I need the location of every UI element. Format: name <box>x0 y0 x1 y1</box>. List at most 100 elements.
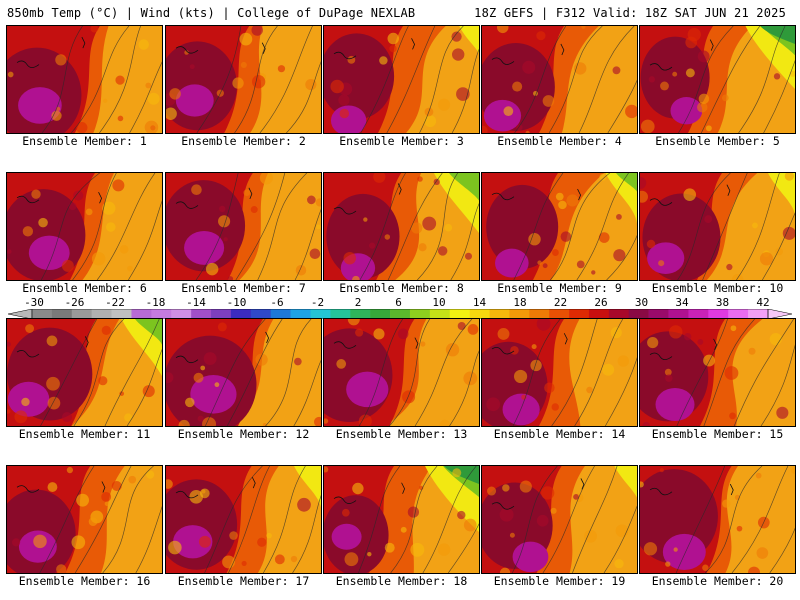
ensemble-member-panel[interactable]: Ensemble Member: 8 <box>323 172 480 298</box>
ensemble-row-1: Ensemble Member: 1 Ensemble Member: 2 En… <box>6 25 796 151</box>
ensemble-member-panel[interactable]: Ensemble Member: 5 <box>639 25 796 151</box>
header: 850mb Temp (°C) | Wind (kts) | College o… <box>0 0 800 24</box>
colorbar-swatch <box>330 309 351 319</box>
ensemble-member-panel[interactable]: Ensemble Member: 17 <box>165 465 322 591</box>
temperature-map <box>323 465 480 574</box>
ensemble-member-label: Ensemble Member: 15 <box>651 427 784 441</box>
temperature-field <box>7 26 162 133</box>
ensemble-member-panel[interactable]: Ensemble Member: 4 <box>481 25 638 151</box>
temperature-field <box>640 173 795 280</box>
temperature-field <box>482 173 637 280</box>
temperature-map <box>165 318 322 427</box>
colorbar-swatch <box>71 309 92 319</box>
ensemble-member-label: Ensemble Member: 11 <box>18 427 151 441</box>
colorbar-swatch <box>668 309 689 319</box>
ensemble-member-panel[interactable]: Ensemble Member: 20 <box>639 465 796 591</box>
colorbar-swatch <box>708 309 729 319</box>
ensemble-member-label: Ensemble Member: 12 <box>177 427 310 441</box>
ensemble-member-panel[interactable]: Ensemble Member: 7 <box>165 172 322 298</box>
temperature-field <box>482 26 637 133</box>
colorbar-swatch <box>509 309 530 319</box>
temperature-map <box>481 465 638 574</box>
temperature-field <box>324 319 479 426</box>
colorbar-swatch <box>608 309 630 319</box>
ensemble-member-label: Ensemble Member: 3 <box>339 134 464 148</box>
colorbar-tick-label: -2 <box>310 296 325 309</box>
colorbar-swatch <box>489 309 510 319</box>
ensemble-member-panel[interactable]: Ensemble Member: 9 <box>481 172 638 298</box>
temperature-field <box>166 26 321 133</box>
ensemble-member-panel[interactable]: Ensemble Member: 12 <box>165 318 322 444</box>
colorbar-swatch <box>728 309 749 319</box>
ensemble-member-panel[interactable]: Ensemble Member: 3 <box>323 25 480 151</box>
ensemble-member-label: Ensemble Member: 18 <box>335 574 468 588</box>
temperature-field <box>640 319 795 426</box>
temperature-field <box>166 319 321 426</box>
colorbar-tick-label: 18 <box>513 296 527 309</box>
ensemble-member-panel[interactable]: Ensemble Member: 10 <box>639 172 796 298</box>
ensemble-row-3: Ensemble Member: 11 Ensemble Member: 12 … <box>6 318 796 444</box>
colorbar-swatch <box>32 309 53 319</box>
temperature-map <box>323 318 480 427</box>
colorbar-swatch <box>171 309 192 319</box>
colorbar-swatch <box>250 309 272 319</box>
temperature-field <box>324 466 479 573</box>
ensemble-member-label: Ensemble Member: 16 <box>18 574 151 588</box>
header-title: 850mb Temp (°C) | Wind (kts) | College o… <box>7 6 416 20</box>
ensemble-member-panel[interactable]: Ensemble Member: 13 <box>323 318 480 444</box>
temperature-map <box>481 25 638 134</box>
temperature-field <box>7 319 162 426</box>
temperature-field <box>324 173 479 280</box>
temperature-field <box>640 466 795 573</box>
ensemble-member-panel[interactable]: Ensemble Member: 6 <box>6 172 163 298</box>
colorbar-tick-label: -14 <box>186 296 206 309</box>
colorbar-ticks: -30 -26 -22 -18 -14 -10 -6 -2 2 6 10 14 18 22 26 30 34 38… <box>0 296 800 309</box>
temperature-map <box>639 465 796 574</box>
colorbar-swatch <box>111 309 132 319</box>
temperature-map <box>639 172 796 281</box>
temperature-field <box>324 26 479 133</box>
temperature-field <box>482 319 637 426</box>
colorbar-swatch <box>469 309 490 319</box>
colorbar-swatch <box>429 309 451 319</box>
colorbar-tick-label: 14 <box>472 296 487 309</box>
colorbar-swatch <box>270 309 291 319</box>
ensemble-member-panel[interactable]: Ensemble Member: 19 <box>481 465 638 591</box>
colorbar-swatch <box>230 309 252 319</box>
ensemble-member-panel[interactable]: Ensemble Member: 16 <box>6 465 163 591</box>
colorbar-swatch <box>748 309 769 319</box>
temperature-map <box>6 25 163 134</box>
temperature-map <box>323 25 480 134</box>
ensemble-member-label: Ensemble Member: 20 <box>651 574 784 588</box>
colorbar-swatch <box>390 309 411 319</box>
temperature-map <box>165 172 322 281</box>
colorbar-tick-label: -10 <box>226 296 247 309</box>
ensemble-member-panel[interactable]: Ensemble Member: 11 <box>6 318 163 444</box>
header-valid-time: 18Z GEFS | F312 Valid: 18Z SAT JUN 21 20… <box>474 6 786 20</box>
ensemble-member-label: Ensemble Member: 13 <box>335 427 468 441</box>
colorbar-tick-label: 10 <box>432 296 446 309</box>
colorbar-swatch <box>211 309 232 319</box>
ensemble-member-label: Ensemble Member: 19 <box>493 574 626 588</box>
temperature-field <box>7 466 162 573</box>
ensemble-member-label: Ensemble Member: 5 <box>655 134 780 148</box>
temperature-map <box>165 25 322 134</box>
temperature-map <box>639 25 796 134</box>
colorbar-swatch <box>290 309 311 319</box>
colorbar-tick-label: 26 <box>594 296 608 309</box>
colorbar-swatch <box>449 309 470 319</box>
temperature-map <box>6 172 163 281</box>
temperature-map <box>639 318 796 427</box>
colorbar-tick-label: 42 <box>756 296 770 309</box>
colorbar-swatch <box>628 309 649 319</box>
colorbar-tick-label: 30 <box>634 296 649 309</box>
colorbar-swatch <box>529 309 550 319</box>
ensemble-member-panel[interactable]: Ensemble Member: 2 <box>165 25 322 151</box>
ensemble-member-panel[interactable]: Ensemble Member: 15 <box>639 318 796 444</box>
colorbar-swatch <box>370 309 391 319</box>
ensemble-member-panel[interactable]: Ensemble Member: 18 <box>323 465 480 591</box>
temperature-field <box>7 173 162 280</box>
ensemble-member-panel[interactable]: Ensemble Member: 1 <box>6 25 163 151</box>
ensemble-member-panel[interactable]: Ensemble Member: 14 <box>481 318 638 444</box>
colorbar-tick-label: 22 <box>553 296 568 309</box>
